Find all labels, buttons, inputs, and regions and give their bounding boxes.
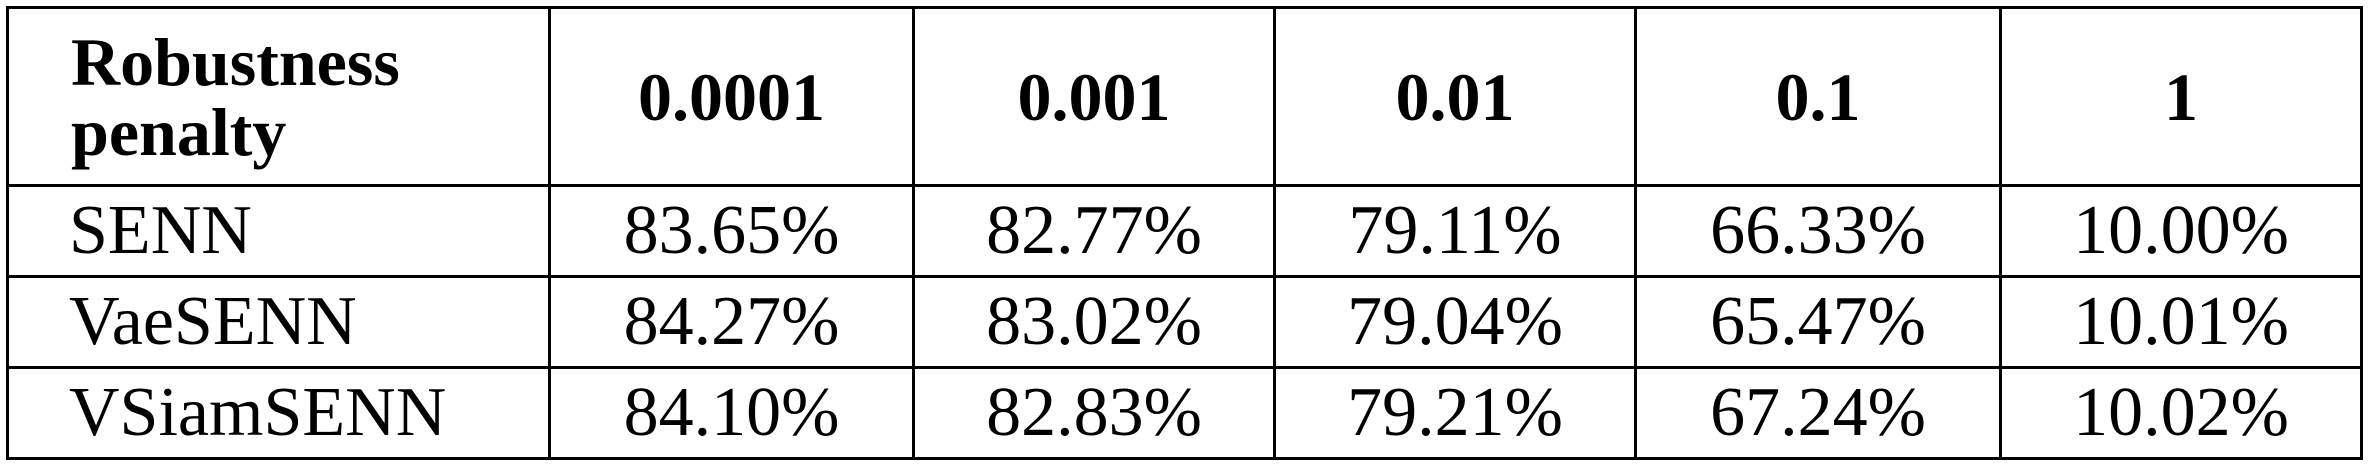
table-cell: 83.65% — [548, 184, 915, 278]
corner-header: Robustness penalty — [6, 6, 551, 187]
row-label: SENN — [6, 184, 551, 278]
column-header: 1 — [1999, 6, 2363, 187]
table-cell: 67.24% — [1634, 366, 2002, 460]
table-cell: 10.02% — [1999, 366, 2363, 460]
table-row: VSiamSENN 84.10% 82.83% 79.21% 67.24% 10… — [6, 366, 2363, 460]
table-cell: 84.10% — [548, 366, 915, 460]
table-cell: 79.04% — [1273, 275, 1637, 369]
header-row: Robustness penalty 0.0001 0.001 0.01 0.1… — [6, 6, 2363, 187]
table-cell: 79.11% — [1273, 184, 1637, 278]
table-cell: 66.33% — [1634, 184, 2002, 278]
column-header: 0.01 — [1273, 6, 1637, 187]
table-cell: 82.83% — [912, 366, 1276, 460]
results-table: Robustness penalty 0.0001 0.001 0.01 0.1… — [6, 6, 2363, 460]
row-label: VSiamSENN — [6, 366, 551, 460]
table-cell: 84.27% — [548, 275, 915, 369]
column-header: 0.001 — [912, 6, 1276, 187]
table-cell: 10.01% — [1999, 275, 2363, 369]
table-row: VaeSENN 84.27% 83.02% 79.04% 65.47% 10.0… — [6, 275, 2363, 369]
table-row: SENN 83.65% 82.77% 79.11% 66.33% 10.00% — [6, 184, 2363, 278]
column-header: 0.1 — [1634, 6, 2002, 187]
table-cell: 65.47% — [1634, 275, 2002, 369]
row-label: VaeSENN — [6, 275, 551, 369]
table-cell: 82.77% — [912, 184, 1276, 278]
table-cell: 10.00% — [1999, 184, 2363, 278]
table-cell: 79.21% — [1273, 366, 1637, 460]
table-cell: 83.02% — [912, 275, 1276, 369]
column-header: 0.0001 — [548, 6, 915, 187]
